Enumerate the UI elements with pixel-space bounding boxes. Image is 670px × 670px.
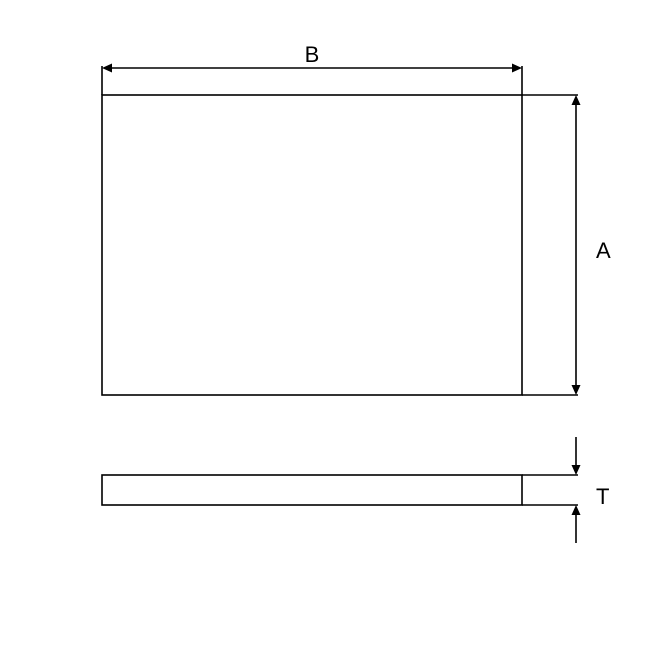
dimension-diagram: B A T: [0, 0, 670, 670]
plate-plan-view: [102, 95, 522, 395]
dimension-t-label: T: [596, 484, 609, 509]
dimension-b: B: [102, 42, 522, 95]
dimension-a: A: [522, 95, 611, 395]
dimension-a-arrow-top: [572, 95, 581, 105]
dimension-t-arrow-top: [572, 465, 581, 475]
dimension-a-label: A: [596, 238, 611, 263]
dimension-a-arrow-bottom: [572, 385, 581, 395]
dimension-b-label: B: [305, 42, 320, 67]
dimension-t-arrow-bottom: [572, 505, 581, 515]
dimension-b-arrow-right: [512, 64, 522, 73]
dimension-b-arrow-left: [102, 64, 112, 73]
dimension-t: T: [522, 437, 609, 543]
plate-edge-view: [102, 475, 522, 505]
